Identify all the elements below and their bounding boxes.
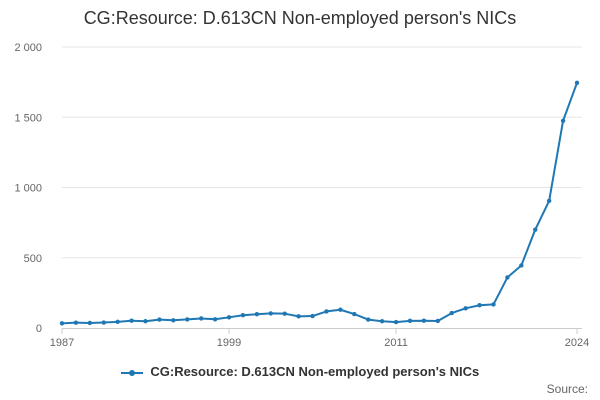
data-point-1991[interactable] [115,319,120,325]
data-point-1997[interactable] [198,316,204,321]
data-point-2006[interactable] [324,309,329,314]
data-point-2011[interactable] [393,319,399,325]
data-point-2016[interactable] [463,306,468,311]
source-label: Source: [546,382,588,396]
data-point-2015[interactable] [449,310,454,316]
data-point-2019[interactable] [505,275,510,280]
x-tick-label-1: 1999 [217,337,241,349]
data-point-1989[interactable] [87,320,93,326]
data-point-2003[interactable] [282,311,287,316]
legend-label: CG:Resource: D.613CN Non-employed person… [150,364,480,379]
x-tick-label-0: 1987 [50,337,74,349]
x-tick-label-3: 2024 [565,337,589,349]
data-point-2020[interactable] [519,263,524,268]
data-point-2005[interactable] [310,313,315,319]
data-point-2023[interactable] [560,118,566,123]
data-point-2022[interactable] [546,198,552,204]
data-point-2021[interactable] [533,227,538,232]
data-point-2017[interactable] [477,303,482,308]
series-line-0 [61,82,578,325]
data-point-1990[interactable] [101,320,106,325]
data-point-1992[interactable] [129,318,134,323]
data-point-1994[interactable] [157,317,162,322]
data-point-2004[interactable] [296,314,301,319]
data-point-1993[interactable] [143,319,148,324]
x-tick-label-2: 2011 [384,337,408,349]
y-tick-label-3: 1 500 [14,112,42,124]
y-tick-label-0: 0 [36,323,42,335]
data-point-1996[interactable] [185,317,190,322]
y-tick-label-2: 1 000 [14,183,42,195]
data-point-2010[interactable] [379,319,385,324]
y-tick-label-1: 500 [24,253,42,265]
data-point-2008[interactable] [352,311,357,317]
chart-title: CG:Resource: D.613CN Non-employed person… [83,8,517,28]
data-point-2018[interactable] [491,302,496,307]
data-point-1987[interactable] [59,321,65,326]
data-point-2012[interactable] [407,318,413,324]
data-point-2014[interactable] [435,318,441,324]
data-point-2007[interactable] [338,307,343,312]
data-point-1998[interactable] [212,317,218,322]
data-point-2000[interactable] [240,313,246,318]
data-point-2009[interactable] [366,317,371,322]
data-point-2013[interactable] [421,318,427,323]
data-point-2024[interactable] [574,80,580,86]
legend[interactable]: CG:Resource: D.613CN Non-employed person… [0,364,600,379]
data-point-1995[interactable] [171,318,176,323]
data-point-2002[interactable] [268,311,273,316]
data-point-1988[interactable] [73,320,79,325]
legend-line-marker-icon [120,368,143,378]
data-point-2001[interactable] [254,312,260,317]
data-point-1999[interactable] [226,315,232,320]
y-tick-label-4: 2 000 [14,42,42,54]
